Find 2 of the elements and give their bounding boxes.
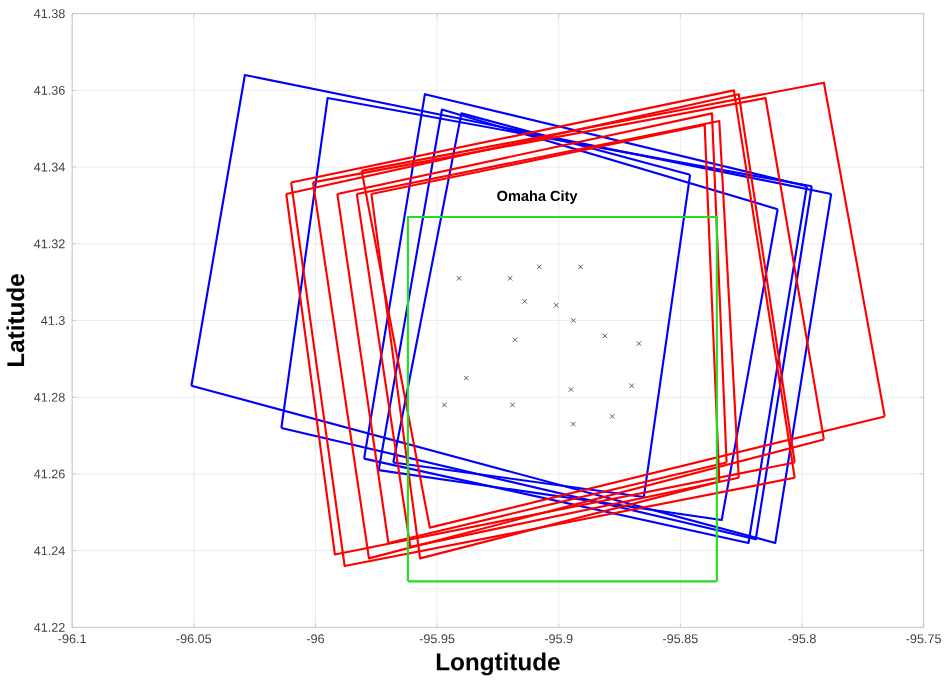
y-axis-title: Latitude: [6, 274, 25, 367]
x-axis-title: Longtitude: [436, 652, 560, 676]
